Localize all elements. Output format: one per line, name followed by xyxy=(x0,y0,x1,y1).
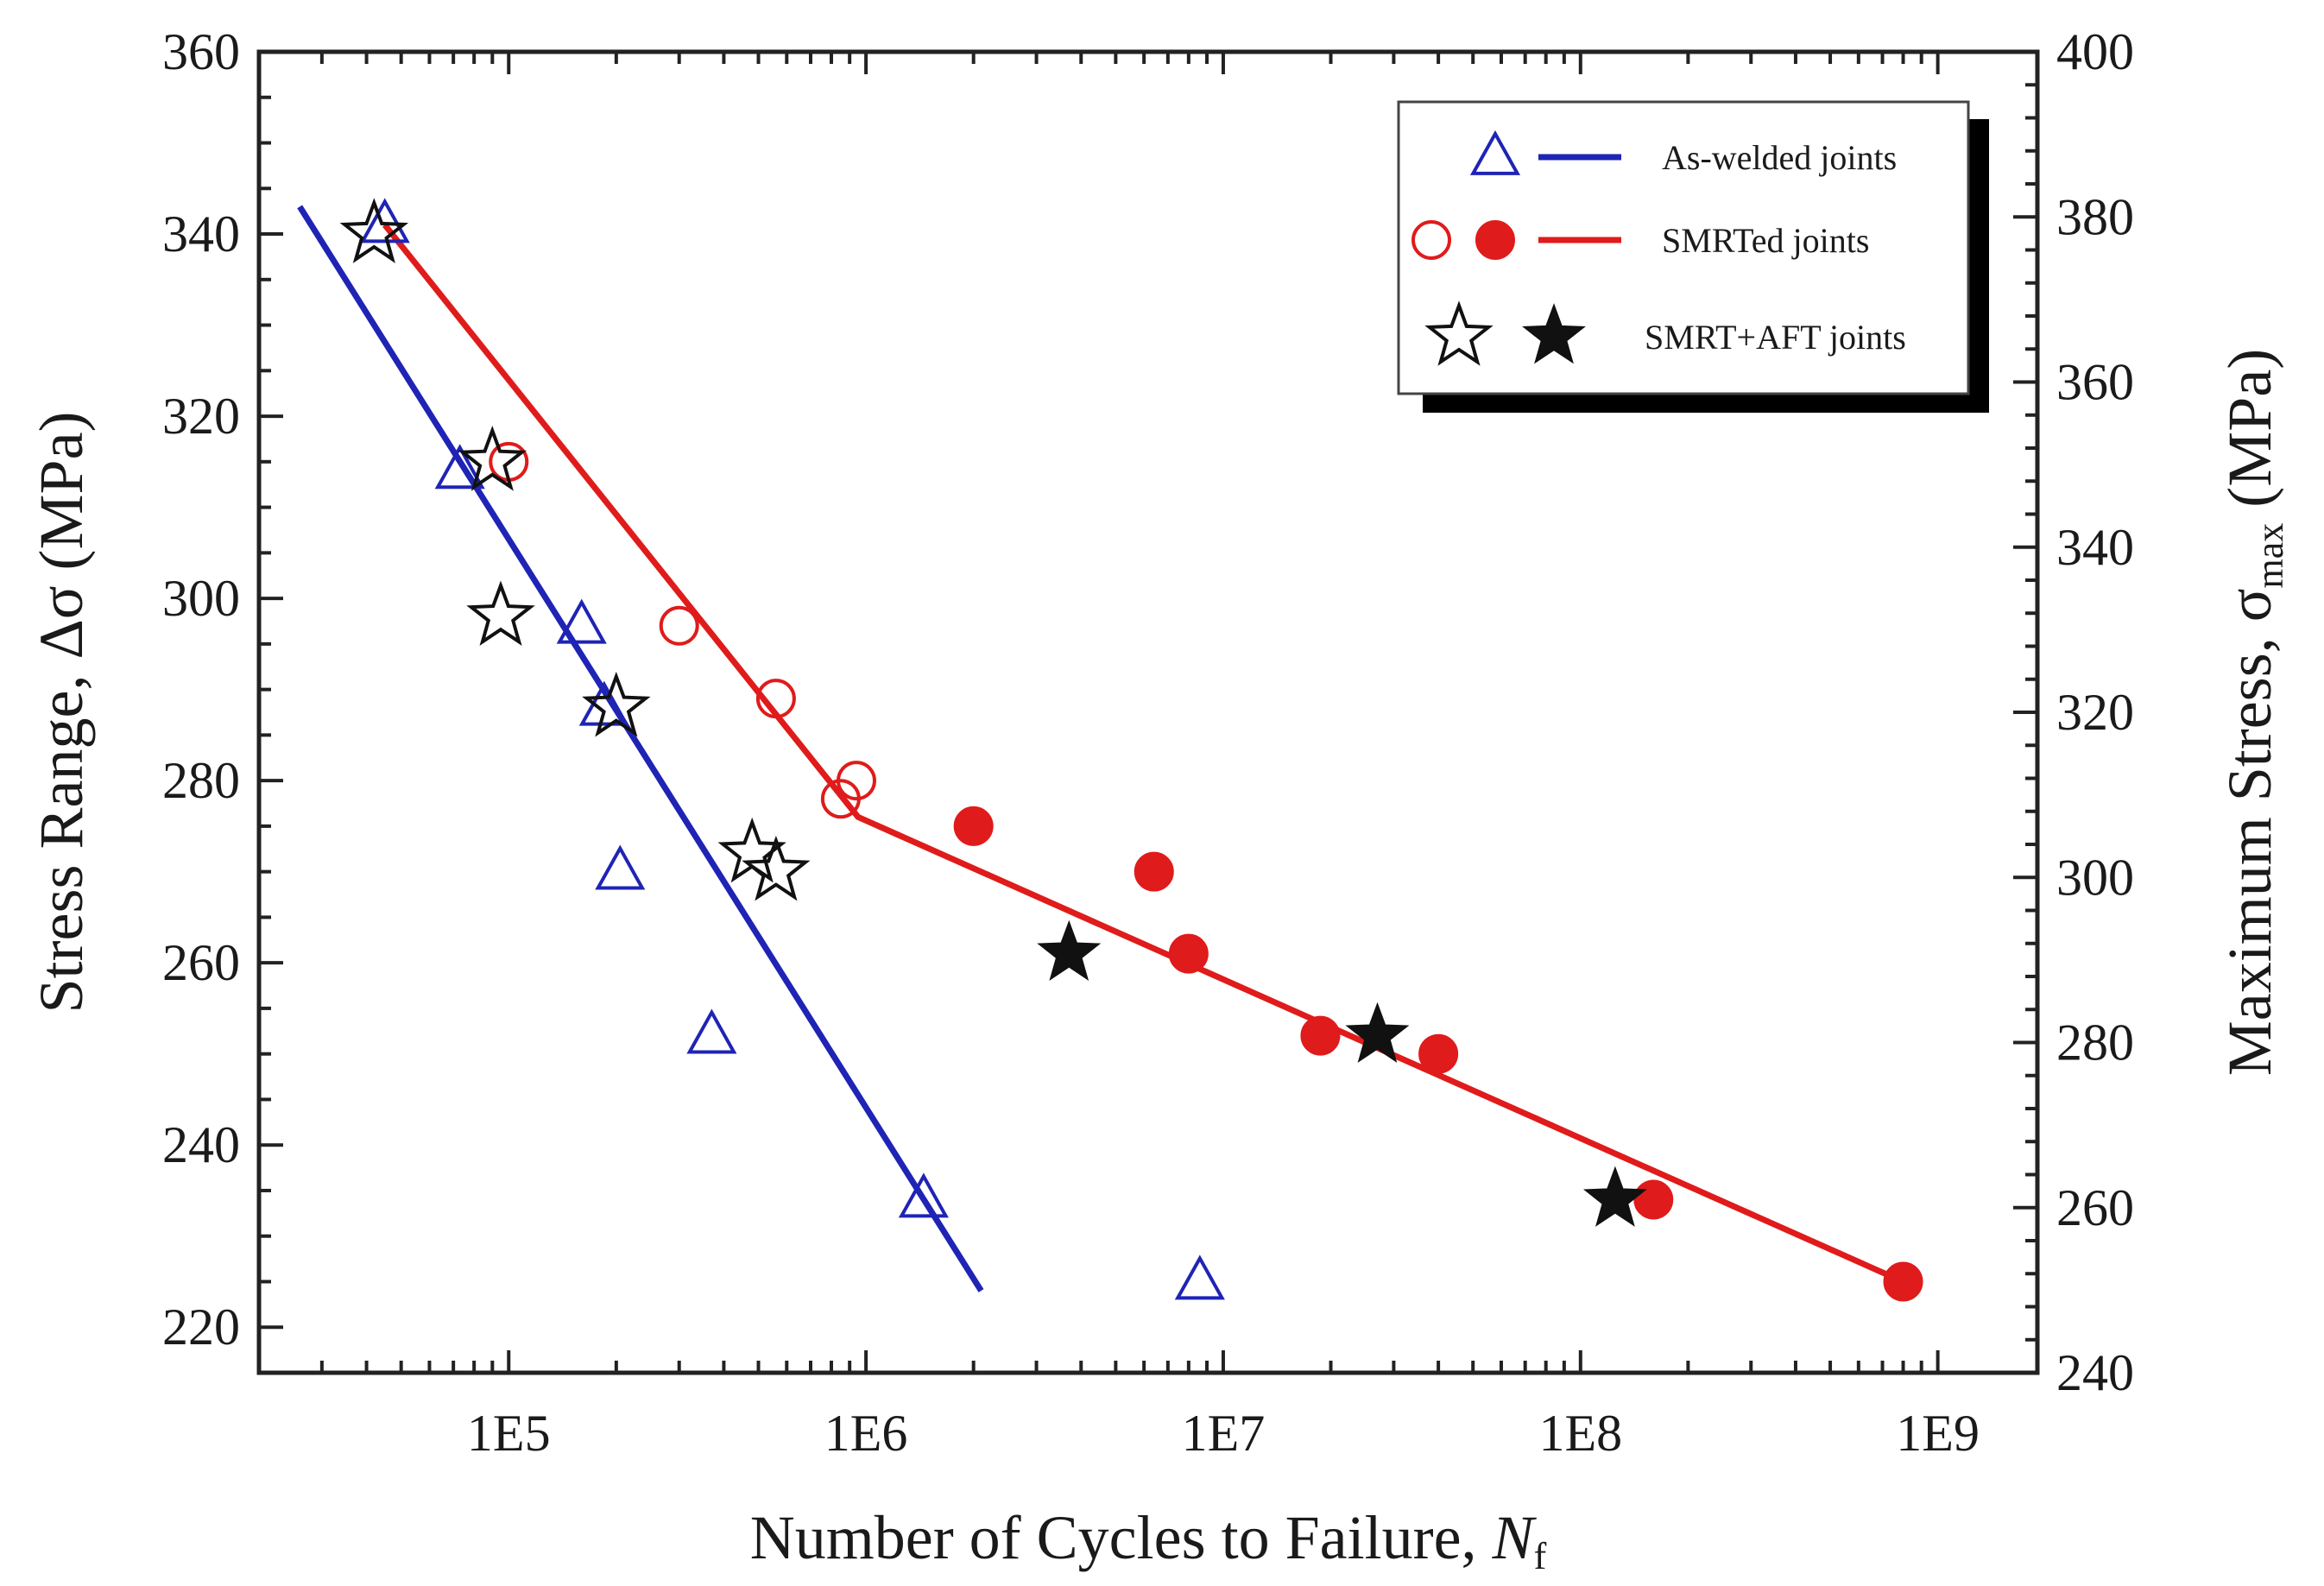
x-tick-label: 1E7 xyxy=(1182,1405,1266,1462)
x-axis-title: Number of Cycles to Failure, Nf xyxy=(750,1503,1547,1577)
y2-tick-label: 360 xyxy=(2056,354,2134,411)
data-point-star-open xyxy=(458,426,527,491)
data-point-triangle-open xyxy=(359,198,410,243)
data-points xyxy=(339,198,1923,1302)
legend-marker-star-filled xyxy=(1522,303,1586,364)
y2-tick-label: 300 xyxy=(2056,849,2134,906)
y-tick-label: 280 xyxy=(162,752,240,809)
legend-marker-circle-open xyxy=(1411,220,1451,260)
y-axis-title: Stress Range, Δσ (MPa) xyxy=(27,411,96,1013)
legend-entry-as-welded: As-welded joints xyxy=(1469,130,1897,177)
y2-tick-label: 260 xyxy=(2056,1179,2134,1236)
data-point-triangle-open xyxy=(1174,1254,1225,1300)
y2-axis-title-sub: max xyxy=(2249,523,2291,589)
legend-label-as-welded: As-welded joints xyxy=(1662,138,1897,177)
plot-frame xyxy=(256,49,2040,1375)
data-point-triangle-open xyxy=(434,444,485,490)
y2-tick-label: 280 xyxy=(2056,1014,2134,1071)
data-point-star-open xyxy=(582,671,651,737)
fit-line-as-welded xyxy=(297,205,984,1292)
legend-marker-star-open xyxy=(1424,300,1494,366)
data-point-circle-filled xyxy=(1633,1179,1674,1220)
legend-marker-triangle-open xyxy=(1469,130,1521,175)
y2-tick-label: 240 xyxy=(2056,1344,2134,1401)
y-tick-label: 320 xyxy=(162,388,240,445)
y2-tick-label: 340 xyxy=(2056,519,2134,576)
x-axis-title-sub: f xyxy=(1534,1535,1547,1577)
data-point-circle-filled xyxy=(1134,851,1174,892)
data-point-circle-open xyxy=(755,679,796,719)
y-tick-label: 300 xyxy=(162,570,240,627)
legend-marker-circle-filled xyxy=(1475,220,1515,260)
data-point-star-open xyxy=(466,580,535,646)
y-tick-label: 260 xyxy=(162,934,240,991)
x-axis-title-symbol: N xyxy=(1492,1503,1538,1572)
fit-line-smrted xyxy=(382,223,1904,1285)
data-point-star-filled xyxy=(1037,919,1102,982)
y-tick-label: 240 xyxy=(162,1116,240,1173)
data-point-star-filled xyxy=(1345,1002,1410,1064)
legend-label-smrted: SMRTed joints xyxy=(1662,221,1869,260)
legend-entry-smrted: SMRTed joints xyxy=(1411,220,1869,260)
data-point-circle-filled xyxy=(1418,1033,1459,1074)
y2-tick-label: 400 xyxy=(2056,23,2134,80)
data-point-star-filled xyxy=(1582,1166,1647,1227)
legend-symbol-star-open xyxy=(1424,300,1494,366)
legend-entry-smrt-aft: SMRT+AFT joints xyxy=(1424,300,1906,366)
y-tick-label: 220 xyxy=(162,1298,240,1355)
y2-axis-title-main: Maximum Stress, σ xyxy=(2215,588,2284,1076)
legend-label-smrt-aft: SMRT+AFT joints xyxy=(1645,318,1906,357)
data-point-triangle-open xyxy=(686,1008,737,1054)
data-point-circle-filled xyxy=(1300,1015,1341,1056)
y2-tick-label: 320 xyxy=(2056,684,2134,741)
x-tick-label: 1E9 xyxy=(1896,1405,1980,1462)
y-tick-label: 340 xyxy=(162,205,240,262)
y2-tick-label: 380 xyxy=(2056,188,2134,245)
legend-symbol-star-filled xyxy=(1522,303,1586,364)
legend: As-welded joints SMRTed joints SMRT+AFT … xyxy=(1397,100,1989,413)
data-point-star-open xyxy=(339,198,409,263)
x-tick-label: 1E6 xyxy=(824,1405,908,1462)
y2-axis-title-unit: (MPa) xyxy=(2215,349,2284,523)
fit-lines xyxy=(297,205,1904,1292)
x-tick-label: 1E5 xyxy=(467,1405,551,1462)
legend-symbol-triangle-open xyxy=(1469,130,1521,175)
data-point-star-open xyxy=(742,835,811,901)
data-point-triangle-open xyxy=(556,598,607,644)
legend-symbol-circle-open xyxy=(1411,220,1451,260)
legend-symbol-circle-filled xyxy=(1475,220,1515,260)
data-point-triangle-open xyxy=(595,844,646,890)
data-point-circle-filled xyxy=(1883,1261,1923,1302)
data-point-circle-filled xyxy=(1168,933,1209,974)
x-axis-title-main: Number of Cycles to Failure, xyxy=(750,1503,1493,1572)
y-tick-label: 360 xyxy=(162,23,240,80)
data-point-circle-open xyxy=(836,761,876,801)
y2-axis-title: Maximum Stress, σmax (MPa) xyxy=(2215,349,2291,1077)
x-tick-label: 1E8 xyxy=(1538,1405,1622,1462)
data-point-circle-filled xyxy=(953,806,994,846)
tick-labels: 1E5 1E6 1E7 1E8 1E9 220 240 260 280 300 320 340 360 2… xyxy=(162,23,2134,1462)
data-point-triangle-open xyxy=(898,1172,949,1218)
data-point-circle-open xyxy=(659,605,699,646)
